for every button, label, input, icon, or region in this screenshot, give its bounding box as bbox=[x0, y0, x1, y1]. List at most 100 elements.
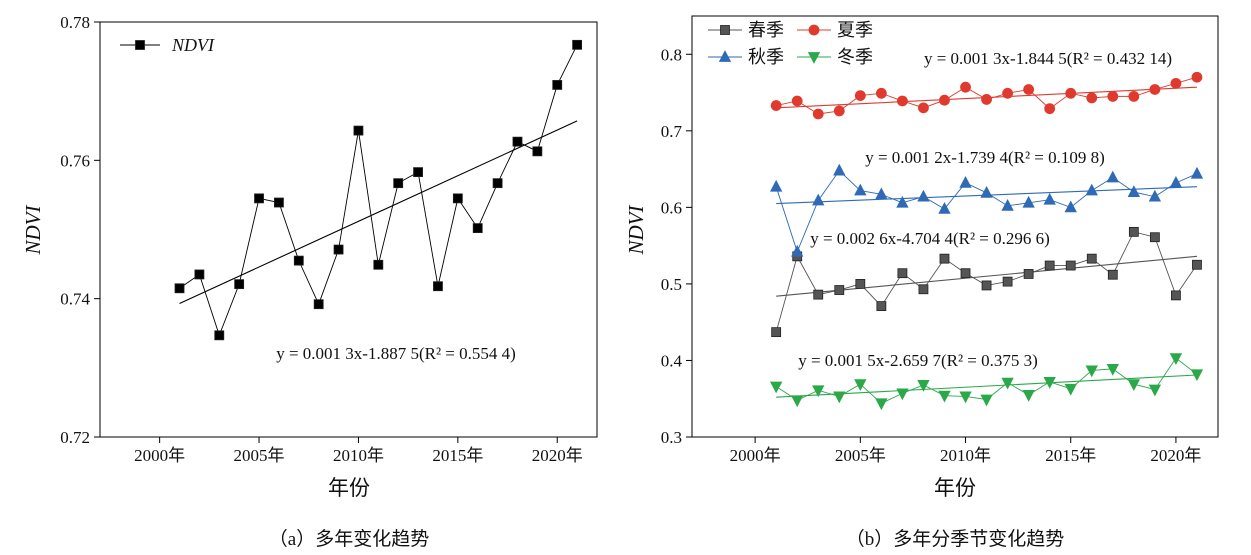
b-point-1 bbox=[1170, 77, 1182, 89]
b-point-0 bbox=[1065, 260, 1076, 271]
b-point-2 bbox=[791, 244, 804, 257]
b-point-1 bbox=[1149, 84, 1161, 95]
b-point-2 bbox=[896, 195, 909, 208]
b-point-0 bbox=[1128, 226, 1139, 237]
b-point-0 bbox=[1171, 290, 1181, 301]
b-point-3 bbox=[959, 391, 972, 404]
b-point-1 bbox=[960, 81, 971, 93]
a-point-0 bbox=[393, 178, 404, 189]
b-point-2 bbox=[1127, 185, 1141, 197]
b-point-3 bbox=[854, 379, 867, 392]
b-legend-label-2: 秋季 bbox=[748, 47, 784, 67]
b-plot-frame bbox=[691, 15, 1219, 438]
a-x-tick-label: 2020年 bbox=[532, 446, 583, 465]
y-axis-label-b: NDVI bbox=[624, 205, 648, 256]
a-point-0 bbox=[214, 330, 225, 341]
b-point-1 bbox=[854, 90, 866, 102]
a-y-tick-label: 0.78 bbox=[60, 13, 90, 32]
b-fit-equation-3: y = 0.001 5x-2.659 7(R² = 0.375 3) bbox=[798, 351, 1038, 370]
a-point-0 bbox=[313, 299, 324, 310]
b-point-1 bbox=[918, 102, 929, 114]
b-point-3 bbox=[875, 398, 888, 411]
b-x-tick-label: 2010年 bbox=[940, 446, 991, 465]
b-y-tick-label: 0.5 bbox=[661, 275, 682, 294]
b-point-0 bbox=[981, 280, 992, 291]
b-point-2 bbox=[854, 183, 867, 196]
b-point-0 bbox=[1044, 260, 1055, 271]
chart-panel-a: 0.72 0.74 0.76 0.78 2000年 2005年 2010年 2015年 2020… bbox=[21, 13, 598, 550]
b-point-0 bbox=[939, 253, 950, 264]
b-legend-marker-0 bbox=[720, 25, 730, 35]
a-x-tick-label: 2015年 bbox=[432, 446, 483, 465]
b-point-1 bbox=[1086, 92, 1098, 104]
b-point-2 bbox=[1001, 198, 1014, 211]
x-axis-label-a: 年份 bbox=[328, 476, 370, 500]
b-point-2 bbox=[980, 185, 993, 198]
a-point-0 bbox=[174, 283, 185, 294]
a-point-0 bbox=[293, 255, 304, 266]
b-point-0 bbox=[1086, 253, 1097, 264]
b-point-3 bbox=[1064, 383, 1077, 396]
b-point-3 bbox=[1148, 384, 1162, 397]
b-x-tick-label: 2020年 bbox=[1150, 446, 1201, 465]
b-y-tick-label: 0.3 bbox=[661, 428, 682, 447]
b-point-0 bbox=[897, 268, 908, 279]
a-fit-line-0 bbox=[179, 120, 578, 305]
b-point-1 bbox=[791, 95, 803, 107]
b-point-0 bbox=[960, 268, 971, 279]
b-point-1 bbox=[770, 100, 782, 111]
b-x-tick-label: 2015年 bbox=[1045, 446, 1096, 465]
b-point-2 bbox=[1148, 189, 1162, 202]
b-point-1 bbox=[833, 105, 845, 117]
a-point-0 bbox=[373, 259, 384, 270]
chart-panel-b: 0.3 0.4 0.5 0.6 0.7 0.8 2000年 2005年 2010年 2015年 20… bbox=[624, 15, 1219, 550]
b-point-0 bbox=[1149, 232, 1160, 243]
a-legend-marker bbox=[135, 40, 145, 50]
a-point-0 bbox=[353, 125, 364, 136]
x-axis-label-b: 年份 bbox=[934, 476, 976, 500]
b-fit-equation-1: y = 0.001 3x-1.844 5(R² = 0.432 14) bbox=[924, 49, 1172, 68]
b-point-3 bbox=[791, 395, 804, 408]
caption-a: （a）多年变化趋势 bbox=[269, 528, 429, 550]
b-point-3 bbox=[1190, 369, 1204, 382]
a-y-tick-label: 0.72 bbox=[60, 428, 90, 447]
b-y-tick-label: 0.7 bbox=[661, 122, 683, 141]
b-point-3 bbox=[896, 388, 909, 401]
a-x-tick-label: 2000年 bbox=[134, 446, 185, 465]
b-point-3 bbox=[917, 380, 930, 392]
b-point-3 bbox=[1169, 353, 1183, 366]
b-point-0 bbox=[876, 301, 887, 312]
a-point-0 bbox=[512, 136, 523, 147]
b-legend-label-1: 夏季 bbox=[837, 20, 873, 40]
b-point-3 bbox=[980, 394, 993, 407]
a-point-0 bbox=[194, 269, 205, 280]
a-x-tick-label: 2005年 bbox=[234, 446, 285, 465]
b-point-1 bbox=[939, 94, 950, 106]
b-fit-equation-2: y = 0.001 2x-1.739 4(R² = 0.109 8) bbox=[865, 148, 1105, 167]
b-x-tick-label: 2000年 bbox=[730, 446, 781, 465]
b-legend-marker-3 bbox=[807, 52, 821, 64]
b-point-1 bbox=[1191, 71, 1203, 83]
b-legend-marker-1 bbox=[808, 24, 820, 36]
a-point-0 bbox=[452, 193, 463, 204]
b-legend-marker-2 bbox=[718, 50, 732, 62]
b-point-2 bbox=[875, 187, 888, 200]
b-point-0 bbox=[855, 279, 866, 289]
b-y-tick-label: 0.8 bbox=[661, 45, 682, 64]
b-point-2 bbox=[1106, 170, 1119, 183]
b-point-2 bbox=[959, 176, 972, 188]
b-point-1 bbox=[1044, 103, 1056, 115]
caption-b: （b）多年分季节变化趋势 bbox=[846, 528, 1065, 550]
b-point-2 bbox=[833, 163, 846, 176]
b-point-1 bbox=[1023, 84, 1035, 95]
b-point-0 bbox=[1107, 269, 1118, 280]
b-point-1 bbox=[1002, 87, 1013, 99]
a-point-0 bbox=[413, 167, 423, 177]
b-point-2 bbox=[812, 193, 825, 206]
b-point-0 bbox=[771, 327, 782, 338]
b-point-1 bbox=[1128, 90, 1140, 102]
b-point-2 bbox=[917, 189, 930, 202]
a-y-tick-label: 0.76 bbox=[60, 151, 90, 170]
a-x-tick-label: 2010年 bbox=[333, 446, 384, 465]
